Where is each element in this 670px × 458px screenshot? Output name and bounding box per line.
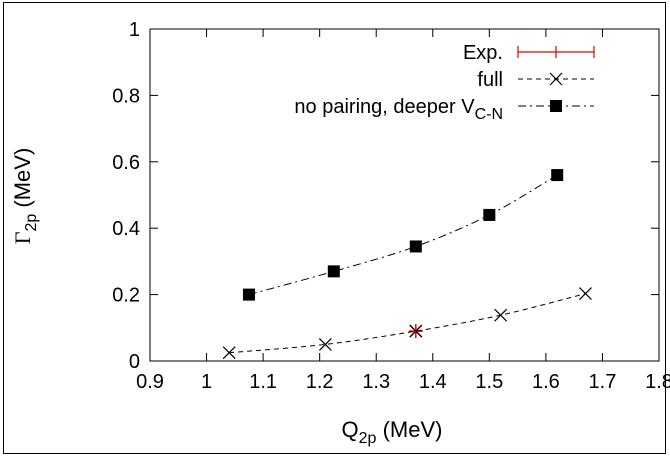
marker-stroke bbox=[222, 346, 236, 360]
legend-sample-no-pairing bbox=[518, 100, 594, 112]
x-tick-label: 1.8 bbox=[645, 371, 670, 393]
axis-ticks: 0.9 1 1.1 1.2 1.3 1.4 1.5 1.6 1.7 1.8 0 0.2 0.4 0.6 0.… bbox=[112, 19, 670, 393]
legend-marker bbox=[550, 100, 562, 112]
data-point-1 bbox=[222, 346, 236, 360]
series-line-1 bbox=[229, 293, 586, 354]
legend: Exp. full no pairing, deeper VC-N bbox=[294, 42, 595, 123]
data-point-1 bbox=[579, 287, 592, 301]
series-group bbox=[222, 169, 592, 360]
x-tick-label: 1.2 bbox=[306, 371, 334, 393]
x-tick-label: 1.1 bbox=[249, 371, 277, 393]
legend-marker bbox=[549, 72, 563, 86]
x-tick-label: 1.3 bbox=[362, 371, 390, 393]
y-tick-label: 0 bbox=[129, 351, 140, 373]
data-point-2 bbox=[409, 240, 422, 253]
marker-stroke bbox=[549, 72, 563, 86]
data-point-1 bbox=[409, 324, 423, 338]
legend-label-no-pairing: no pairing, deeper VC-N bbox=[294, 96, 503, 123]
marker-stroke bbox=[579, 287, 592, 301]
x-tick-label: 0.9 bbox=[136, 371, 164, 393]
plot-area bbox=[149, 28, 660, 362]
data-point-2 bbox=[483, 208, 496, 221]
x-tick-label: 1 bbox=[201, 371, 212, 393]
series-line-2 bbox=[248, 174, 558, 296]
y-tick-label: 1 bbox=[129, 19, 140, 41]
x-tick-label: 1.7 bbox=[589, 371, 617, 393]
data-point-2 bbox=[327, 265, 340, 278]
data-point-1 bbox=[494, 308, 508, 322]
x-axis-label: Q2p (MeV) bbox=[342, 417, 443, 447]
legend-label-full: full bbox=[477, 69, 503, 91]
legend-sample-full bbox=[518, 72, 594, 86]
y-tick-label: 0.4 bbox=[112, 218, 140, 240]
x-tick-label: 1.6 bbox=[532, 371, 560, 393]
legend-label-exp: Exp. bbox=[463, 42, 503, 64]
y-tick-label: 0.6 bbox=[112, 152, 140, 174]
x-tick-label: 1.5 bbox=[475, 371, 503, 393]
y-tick-label: 0.8 bbox=[112, 85, 140, 107]
y-axis-label: Γ2p (MeV) bbox=[10, 148, 40, 245]
marker-stroke bbox=[318, 337, 332, 351]
data-point-2 bbox=[551, 169, 564, 182]
chart-frame bbox=[3, 2, 666, 454]
x-tick-label: 1.4 bbox=[419, 371, 447, 393]
marker-stroke bbox=[409, 324, 423, 338]
legend-sample-exp bbox=[517, 46, 595, 58]
marker-stroke bbox=[494, 308, 508, 322]
data-point-1 bbox=[318, 337, 332, 351]
y-tick-label: 0.2 bbox=[112, 285, 140, 307]
data-point-2 bbox=[242, 288, 255, 301]
